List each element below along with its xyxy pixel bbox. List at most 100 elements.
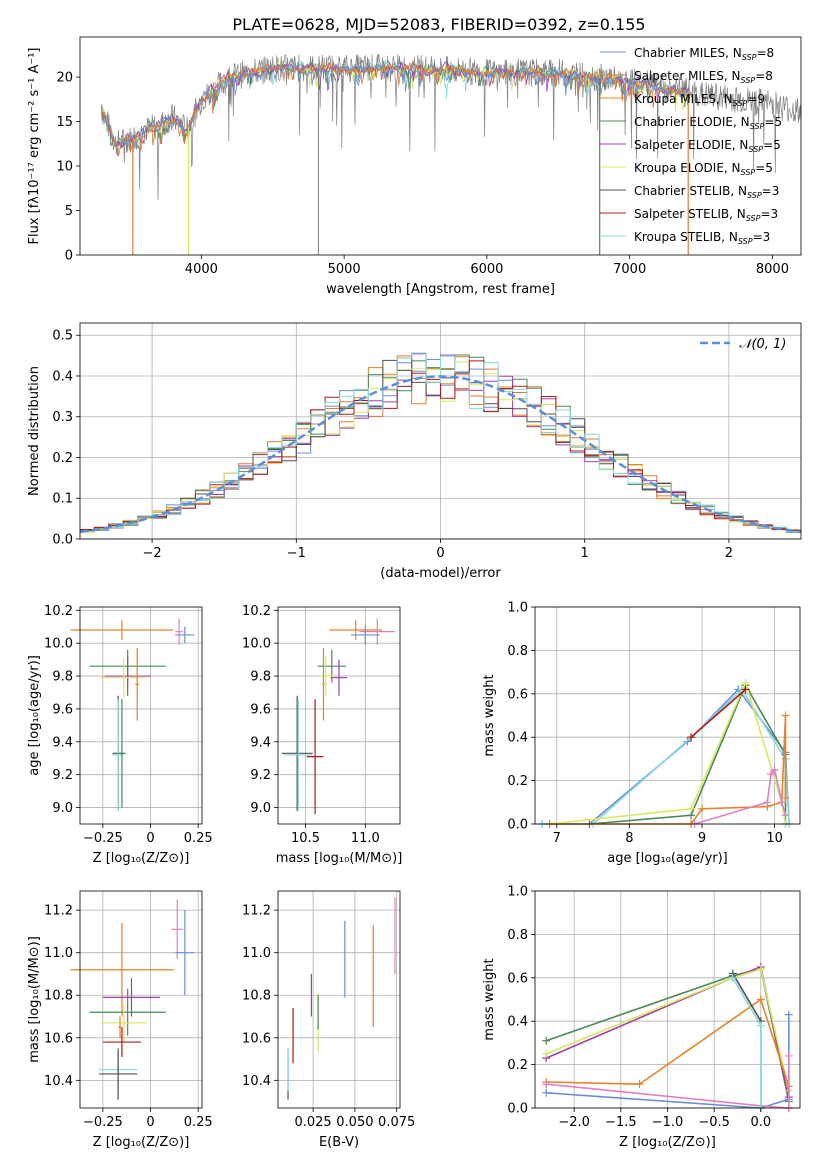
y-tick-label: 9.6	[52, 702, 73, 717]
y-tick-label: 10.6	[242, 1031, 271, 1046]
y-tick-label: 0.4	[52, 369, 73, 384]
x-tick-label: −0.25	[83, 1115, 123, 1130]
errorbar-point	[283, 699, 313, 811]
x-tick-label: 7000	[613, 262, 646, 277]
mass-weight-marker	[542, 1036, 551, 1045]
y-tick-label: 0.0	[507, 1102, 528, 1117]
x-axis-label: (data-model)/error	[380, 566, 501, 581]
x-axis-label: E(B-V)	[319, 1135, 359, 1150]
y-tick-label: 9.4	[52, 735, 73, 750]
y-tick-label: 0.4	[507, 1015, 528, 1030]
y-tick-label: 0.0	[52, 533, 73, 548]
mass-weight-line	[542, 688, 790, 825]
figure-title: PLATE=0628, MJD=52083, FIBERID=0392, z=0…	[232, 15, 645, 34]
chart-mw_vs_Z: −2.0 −1.5 −1.0 −0.5 0.0 0.0 0.2 0.4 0.6 0.8 1.0 Z […	[482, 885, 801, 1150]
mass-weight-marker	[763, 798, 772, 807]
x-axis-label: Z [log₁₀(Z/Z⊙)]	[93, 851, 190, 866]
mass-weight-marker	[756, 1021, 765, 1030]
x-tick-label: 2	[725, 546, 733, 561]
x-tick-label: 0.25	[184, 1115, 213, 1130]
x-tick-label: −0.25	[83, 831, 123, 846]
y-tick-label: 0.8	[507, 928, 528, 943]
x-tick-label: 8	[625, 831, 633, 846]
x-tick-label: −2.0	[558, 1115, 590, 1130]
y-tick-label: 5	[65, 204, 73, 219]
mass-weight-line	[694, 768, 787, 825]
x-tick-label: 10.5	[291, 831, 320, 846]
y-tick-label: 10.0	[44, 637, 73, 652]
axes-frame	[79, 606, 203, 825]
y-tick-label: 11.0	[242, 946, 271, 961]
errorbar-point	[70, 922, 174, 1017]
y-tick-label: 1.0	[507, 601, 528, 616]
y-tick-label: 10.8	[44, 989, 73, 1004]
mass-weight-line	[545, 968, 790, 1091]
y-axis-label: Normed distribution	[27, 366, 42, 496]
errorbar-point	[330, 659, 348, 696]
spectrum-model-line	[101, 60, 690, 157]
mass-weight-marker	[756, 995, 765, 1004]
y-tick-label: 9.4	[250, 735, 271, 750]
x-tick-label: −1.0	[652, 1115, 684, 1130]
y-tick-label: 10.2	[44, 604, 73, 619]
y-axis-label: age [log₁₀(age/yr)]	[27, 655, 42, 776]
x-tick-label: −0.5	[698, 1115, 730, 1130]
errorbar-point	[118, 699, 126, 808]
x-tick-label: −1	[287, 546, 306, 561]
y-tick-label: 0.4	[507, 731, 528, 746]
errorbar-point	[175, 618, 183, 645]
errorbar-point	[104, 656, 151, 696]
y-tick-label: 10.6	[44, 1031, 73, 1046]
y-tick-label: 9.6	[250, 702, 271, 717]
x-tick-label: 0.050	[336, 1115, 373, 1130]
legend: Chabrier MILES, NSSP=8 Salpeter MILES, NS…	[600, 46, 782, 246]
mass-weight-marker	[542, 1088, 551, 1097]
errorbar-point	[350, 625, 380, 645]
mass-weight-marker	[542, 1080, 551, 1089]
errorbar-point	[118, 1016, 122, 1038]
axes-frame	[79, 36, 802, 256]
x-tick-label: 5000	[328, 262, 361, 277]
chart-age_vs_mass: 10.5 11.0 9.0 9.2 9.4 9.6 9.8 10.0 10.2 mass [log…	[242, 604, 402, 866]
mass-weight-marker	[784, 1051, 793, 1060]
y-tick-label: 10.0	[242, 637, 271, 652]
x-tick-label: 0	[146, 831, 154, 846]
normal-curve	[79, 375, 802, 534]
x-tick-label: 11.0	[351, 831, 380, 846]
y-tick-label: 0.2	[52, 451, 73, 466]
y-tick-label: 10	[56, 160, 73, 175]
errorbar-point	[89, 988, 166, 1036]
axes-frame	[79, 890, 203, 1109]
legend-entry: Salpeter STELIB, NSSP=3	[634, 207, 778, 223]
mass-weight-marker	[697, 804, 706, 813]
mass-weight-marker	[766, 770, 775, 779]
chart-age_vs_Z: −0.25 0 0.25 9.0 9.2 9.4 9.6 9.8 10.0 10.2 Z [log₁…	[27, 604, 213, 866]
legend: 𝒩(0, 1)	[700, 337, 786, 352]
mass-weight-marker	[687, 804, 696, 813]
y-tick-label: 10.4	[242, 1074, 271, 1089]
chart-mw_vs_age: 7 8 9 10 0.0 0.2 0.4 0.6 0.8 1.0 age [log₁₀(age/yr…	[482, 601, 801, 866]
y-tick-label: 9.0	[250, 801, 271, 816]
y-tick-label: 11.2	[242, 904, 271, 919]
errorbar-point	[102, 978, 161, 1017]
mass-weight-line	[542, 688, 790, 825]
x-tick-label: −2	[143, 546, 162, 561]
axes-frame	[277, 606, 401, 825]
x-tick-label: 0.25	[184, 831, 213, 846]
y-tick-label: 0.2	[507, 774, 528, 789]
plot-area	[79, 352, 802, 534]
x-axis-label: Z [log₁₀(Z/Z⊙)]	[619, 1135, 716, 1150]
spectrum-model-line	[101, 61, 690, 150]
mass-weight-marker	[687, 733, 696, 742]
y-tick-label: 0.1	[52, 492, 73, 507]
y-tick-label: 9.8	[250, 670, 271, 685]
y-tick-label: 0.8	[507, 644, 528, 659]
y-tick-label: 10.4	[44, 1074, 73, 1089]
mass-weight-line	[589, 683, 787, 825]
errorbar-point	[318, 656, 334, 696]
x-tick-label: 9	[698, 831, 706, 846]
legend-entry: 𝒩(0, 1)	[739, 337, 786, 352]
y-tick-label: 10.2	[242, 604, 271, 619]
residual-histogram	[80, 360, 801, 531]
y-axis-label: Flux [fλ10⁻¹⁷ erg cm⁻² s⁻¹ A⁻¹]	[27, 48, 42, 245]
